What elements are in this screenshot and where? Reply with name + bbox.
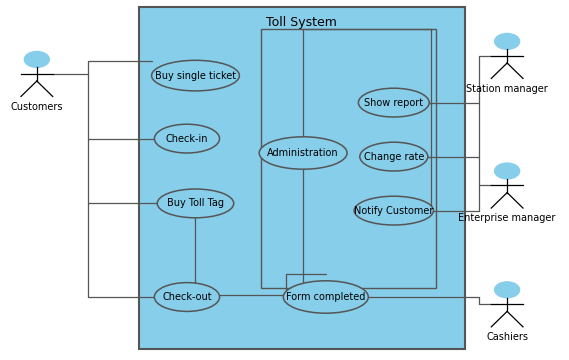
Text: Check-out: Check-out: [162, 292, 212, 302]
Text: Change rate: Change rate: [364, 152, 424, 162]
Text: Station manager: Station manager: [466, 84, 548, 94]
Circle shape: [494, 282, 519, 298]
Ellipse shape: [151, 60, 240, 91]
Circle shape: [494, 33, 519, 49]
Ellipse shape: [157, 189, 234, 218]
Ellipse shape: [354, 196, 434, 225]
Text: Notify Customer: Notify Customer: [354, 206, 434, 216]
Text: Buy Toll Tag: Buy Toll Tag: [167, 198, 224, 208]
Ellipse shape: [259, 137, 347, 169]
Circle shape: [494, 163, 519, 179]
Text: Form completed: Form completed: [286, 292, 365, 302]
Text: Show report: Show report: [364, 98, 423, 108]
FancyBboxPatch shape: [261, 29, 436, 288]
Text: Customers: Customers: [11, 102, 63, 112]
Text: Cashiers: Cashiers: [486, 332, 528, 342]
Ellipse shape: [154, 124, 220, 153]
Text: Toll System: Toll System: [266, 16, 337, 29]
FancyBboxPatch shape: [139, 7, 465, 349]
Text: Buy single ticket: Buy single ticket: [155, 71, 236, 81]
Text: Administration: Administration: [267, 148, 339, 158]
Ellipse shape: [358, 88, 429, 117]
Ellipse shape: [360, 142, 428, 171]
Ellipse shape: [154, 283, 220, 311]
Text: Enterprise manager: Enterprise manager: [459, 213, 556, 223]
Ellipse shape: [283, 281, 368, 313]
Circle shape: [24, 51, 50, 67]
Text: Check-in: Check-in: [166, 134, 208, 144]
